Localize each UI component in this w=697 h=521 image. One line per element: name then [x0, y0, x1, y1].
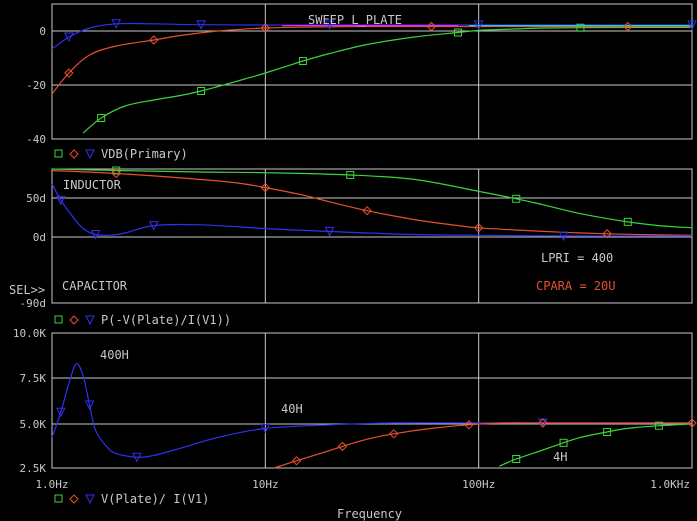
triangle-marker	[558, 231, 569, 242]
diamond-marker	[337, 441, 348, 452]
legend-triangle-marker	[85, 149, 95, 160]
triangle-marker	[64, 32, 74, 43]
x-tick-label: 100Hz	[462, 478, 495, 491]
y-tick-label: -40	[26, 133, 46, 146]
diamond-marker	[64, 68, 74, 78]
triangle-marker	[260, 423, 271, 434]
trace-label-top: VDB(Primary)	[101, 147, 188, 161]
legend-square-marker	[54, 149, 63, 158]
legend-top: VDB(Primary)	[54, 147, 188, 161]
trace-label-middle: P(-V(Plate)/I(V1))	[101, 313, 231, 327]
square-marker	[576, 23, 585, 32]
triangle-marker	[56, 195, 66, 206]
diamond-marker	[426, 21, 437, 32]
y-tick-label: 0d	[33, 231, 46, 244]
y-tick-label: 2.5K	[20, 462, 47, 475]
trace-green	[82, 26, 692, 134]
y-tick-label: -20	[26, 79, 46, 92]
diamond-marker	[291, 456, 302, 466]
annotation-4h: 4H	[553, 450, 567, 464]
triangle-marker	[84, 400, 95, 411]
legend-triangle-marker	[85, 315, 95, 326]
diamond-marker	[260, 182, 271, 193]
plot-frames	[51, 3, 693, 469]
triangle-marker	[56, 407, 66, 418]
diamond-marker	[260, 23, 271, 33]
x-axis-label: Frequency	[337, 507, 402, 521]
triangle-marker	[687, 20, 697, 31]
trace-green	[51, 168, 693, 229]
diamond-marker	[362, 205, 372, 216]
cpara-label: CPARA = 20U	[536, 279, 615, 293]
square-marker	[559, 438, 568, 447]
square-marker	[453, 28, 462, 37]
annotation-40h: 40H	[281, 402, 303, 416]
diamond-marker	[687, 418, 697, 428]
diamond-marker	[149, 35, 159, 45]
x-tick-label: 10Hz	[252, 478, 279, 491]
trace-red	[274, 422, 692, 469]
chart-title: SWEEP L_PLATE	[308, 13, 402, 27]
plot-traces	[51, 22, 693, 469]
diamond-marker	[389, 429, 399, 439]
legend-diamond-marker	[69, 494, 79, 504]
y-tick-label: 5.0K	[20, 418, 47, 431]
legend-diamond-marker	[69, 315, 79, 325]
diamond-marker	[473, 223, 484, 233]
diamond-marker	[602, 229, 612, 239]
legend-square-marker	[54, 315, 63, 324]
trace-blue	[51, 362, 692, 458]
annotation-400h: 400H	[100, 348, 129, 362]
square-marker	[603, 428, 612, 436]
axis-tick-labels: 0 -20 -40 50d 0d -90d 10.0K 7.5K 5.0K 2.5K 1.0Hz 10…	[13, 25, 690, 491]
square-marker	[97, 114, 106, 122]
legend-diamond-marker	[69, 149, 79, 159]
y-tick-label: 0	[39, 25, 46, 38]
trace-label-bottom: V(Plate)/ I(V1)	[101, 492, 209, 506]
x-tick-label: 1.0KHz	[650, 478, 690, 491]
square-marker	[654, 421, 663, 430]
diamond-marker	[538, 418, 548, 428]
square-marker	[512, 194, 521, 203]
triangle-marker	[473, 20, 484, 31]
square-marker	[346, 170, 355, 179]
diamond-marker	[111, 168, 121, 179]
y-tick-label: 10.0K	[13, 327, 46, 340]
square-marker	[623, 217, 632, 226]
square-marker	[298, 57, 307, 65]
plot-markers	[56, 19, 697, 466]
legend-square-marker	[54, 494, 63, 503]
y-tick-label: 50d	[26, 192, 46, 205]
legend-triangle-marker	[85, 494, 95, 505]
square-marker	[512, 455, 521, 463]
triangle-marker	[111, 19, 122, 29]
triangle-marker	[196, 20, 206, 30]
diamond-marker	[623, 21, 633, 32]
legend-bottom: V(Plate)/ I(V1)	[54, 492, 209, 506]
diamond-marker	[464, 420, 474, 430]
trace-green	[499, 423, 693, 467]
triangle-marker	[132, 452, 142, 463]
triangle-marker	[148, 221, 159, 231]
square-marker	[112, 166, 121, 175]
sel-marker: SEL>>	[9, 283, 45, 297]
triangle-marker	[324, 20, 335, 31]
legend-middle: P(-V(Plate)/I(V1))	[54, 313, 231, 327]
square-marker	[197, 87, 206, 95]
y-tick-label: 7.5K	[20, 372, 47, 385]
capacitor-label: CAPACITOR	[62, 279, 128, 293]
inductor-label: INDUCTOR	[63, 178, 122, 192]
x-tick-label: 1.0Hz	[35, 478, 68, 491]
lpri-label: LPRI = 400	[541, 251, 613, 265]
trace-red	[51, 25, 692, 95]
y-tick-label: -90d	[20, 297, 47, 310]
triangle-marker	[90, 230, 101, 240]
trace-blue	[51, 183, 693, 237]
trace-red	[51, 169, 693, 236]
triangle-marker	[324, 227, 335, 237]
